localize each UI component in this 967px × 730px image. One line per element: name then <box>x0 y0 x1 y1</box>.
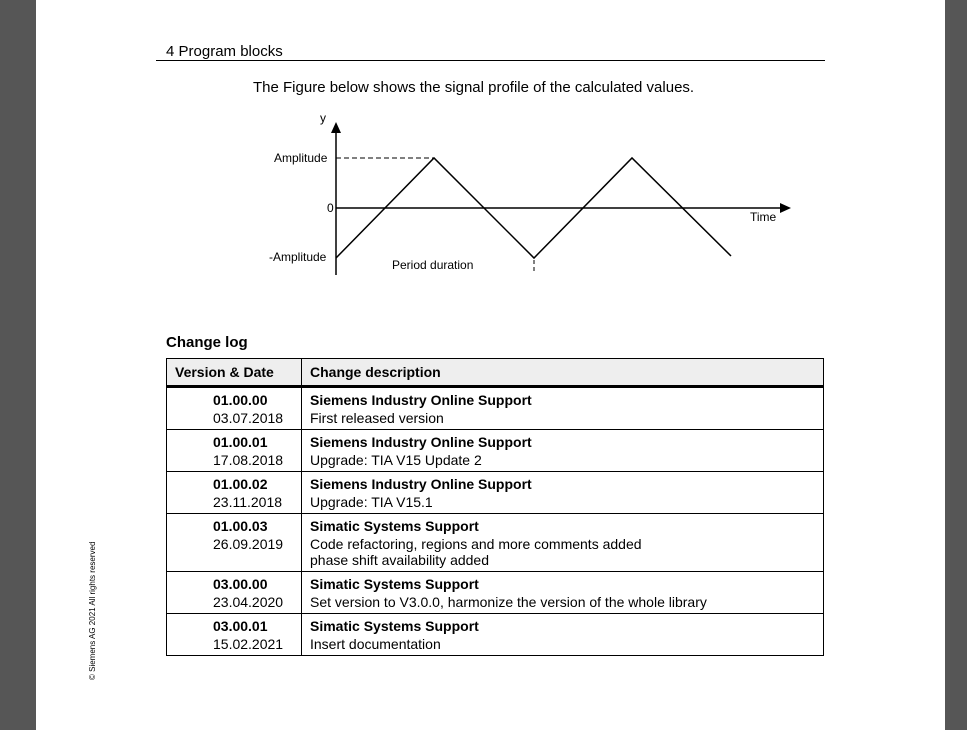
changelog-title: Change log <box>166 334 248 351</box>
header-rule <box>156 60 825 61</box>
neg-amplitude-label: -Amplitude <box>269 250 327 264</box>
viewer-right-margin <box>945 0 967 730</box>
amplitude-label: Amplitude <box>274 151 328 165</box>
col-header-description: Change description <box>301 358 824 388</box>
x-axis-arrow <box>780 203 791 213</box>
date: 23.04.2020 <box>166 593 302 614</box>
table-row: 03.00.00 Simatic Systems Support <box>166 571 824 593</box>
description: Set version to V3.0.0, harmonize the ver… <box>301 593 824 614</box>
table-row: 03.07.2018 First released version <box>166 409 824 430</box>
table-row: 01.00.01 Siemens Industry Online Support <box>166 429 824 451</box>
version: 01.00.00 <box>166 386 302 409</box>
date: 15.02.2021 <box>166 635 302 656</box>
version: 01.00.03 <box>166 513 302 535</box>
table-row: 15.02.2021 Insert documentation <box>166 635 824 656</box>
col-header-version: Version & Date <box>166 358 302 388</box>
section-header: 4 Program blocks <box>166 43 283 60</box>
table-row: 03.00.01 Simatic Systems Support <box>166 613 824 635</box>
x-label: Time <box>750 210 777 224</box>
date: 23.11.2018 <box>166 493 302 514</box>
table-row: 01.00.03 Simatic Systems Support <box>166 513 824 535</box>
table-row: 23.04.2020 Set version to V3.0.0, harmoni… <box>166 593 824 614</box>
description-line: Insert documentation <box>310 636 441 652</box>
table-row: 17.08.2018 Upgrade: TIA V15 Update 2 <box>166 451 824 472</box>
description: Code refactoring, regions and more comme… <box>301 535 824 572</box>
author: Simatic Systems Support <box>301 513 824 535</box>
version: 03.00.00 <box>166 571 302 593</box>
triangle-wave <box>335 156 732 260</box>
viewer-left-margin <box>0 0 36 730</box>
table-row: 23.11.2018 Upgrade: TIA V15.1 <box>166 493 824 514</box>
description-line: Upgrade: TIA V15.1 <box>310 494 433 510</box>
date: 17.08.2018 <box>166 451 302 472</box>
description-line: Upgrade: TIA V15 Update 2 <box>310 452 482 468</box>
description-line: phase shift availability added <box>310 552 490 568</box>
description-line: First released version <box>310 410 444 426</box>
description: Insert documentation <box>301 635 824 656</box>
description: Upgrade: TIA V15 Update 2 <box>301 451 824 472</box>
signal-profile-figure: y Amplitude 0 -Amplitude Period duration… <box>269 111 791 275</box>
author: Siemens Industry Online Support <box>301 429 824 451</box>
description-line: Code refactoring, regions and more comme… <box>310 536 642 552</box>
y-label: y <box>320 111 326 125</box>
copyright: © Siemens AG 2021 All rights reserved <box>88 541 97 680</box>
author: Simatic Systems Support <box>301 613 824 635</box>
author: Siemens Industry Online Support <box>301 471 824 493</box>
zero-label: 0 <box>327 201 334 215</box>
version: 01.00.01 <box>166 429 302 451</box>
version: 03.00.01 <box>166 613 302 635</box>
description-line: Set version to V3.0.0, harmonize the ver… <box>310 594 707 610</box>
author: Siemens Industry Online Support <box>301 386 824 409</box>
table-row: 01.00.02 Siemens Industry Online Support <box>166 471 824 493</box>
y-axis-arrow <box>331 122 341 133</box>
period-label: Period duration <box>392 258 473 272</box>
description: Upgrade: TIA V15.1 <box>301 493 824 514</box>
intro-text: The Figure below shows the signal profil… <box>253 79 695 96</box>
date: 03.07.2018 <box>166 409 302 430</box>
changelog-table: Version & Date Change description 01.00.… <box>166 358 824 656</box>
table-row: 01.00.00 Siemens Industry Online Support <box>166 386 824 409</box>
table-row: 26.09.2019 Code refactoring, regions and … <box>166 535 824 572</box>
author: Simatic Systems Support <box>301 571 824 593</box>
version: 01.00.02 <box>166 471 302 493</box>
date: 26.09.2019 <box>166 535 302 572</box>
description: First released version <box>301 409 824 430</box>
